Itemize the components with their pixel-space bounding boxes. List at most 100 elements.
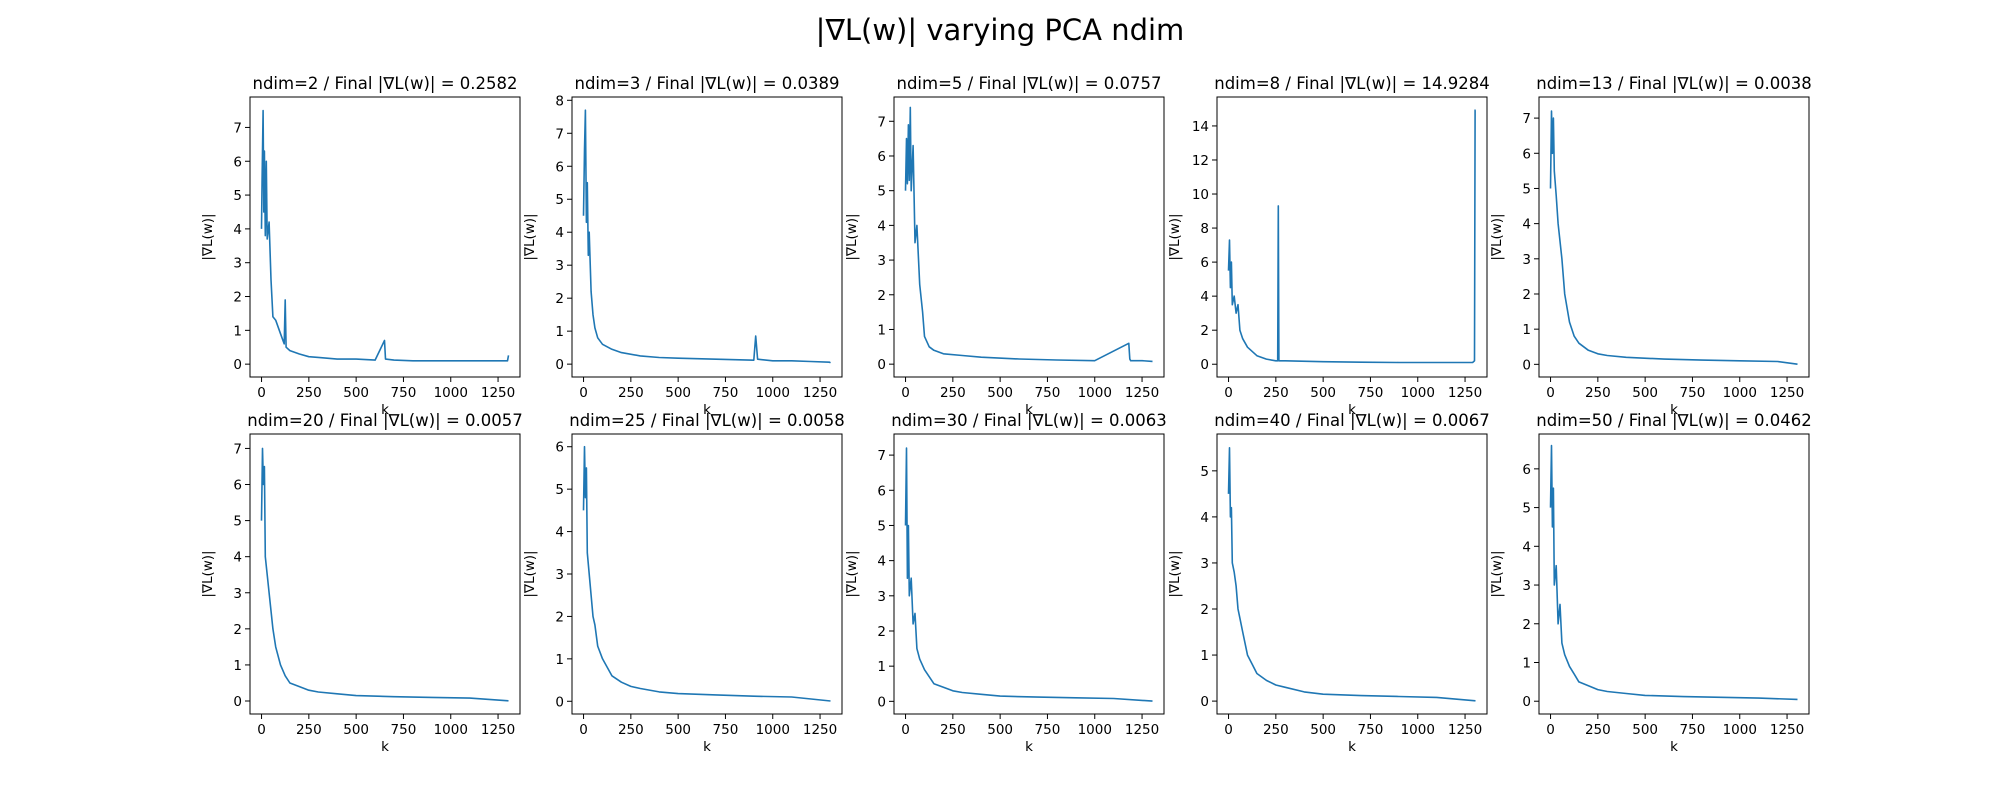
x-tick-label: 1000 bbox=[1401, 385, 1435, 401]
subplot-panel-9: 0 250 500 750 1000 1250 0 1 2 3 4 5 ndim=40 / Final … bbox=[1167, 411, 1490, 755]
y-tick-label: 6 bbox=[555, 440, 564, 456]
y-tick-label: 6 bbox=[877, 483, 886, 499]
x-tick-label: 750 bbox=[713, 385, 739, 401]
y-tick-label: 10 bbox=[1192, 187, 1209, 203]
x-tick-label: 500 bbox=[987, 385, 1013, 401]
x-axis-label: k bbox=[1025, 739, 1033, 755]
x-tick-label: 250 bbox=[940, 385, 966, 401]
x-tick-label: 250 bbox=[940, 722, 966, 738]
series-line bbox=[904, 106, 1153, 363]
series-line bbox=[1227, 109, 1476, 364]
x-tick-label: 1250 bbox=[481, 385, 515, 401]
subplot-title: ndim=50 / Final |∇L(w)| = 0.0462 bbox=[1536, 411, 1812, 430]
y-tick-label: 4 bbox=[233, 550, 242, 566]
y-tick-label: 5 bbox=[233, 514, 242, 530]
y-tick-label: 5 bbox=[877, 184, 886, 200]
x-tick-label: 0 bbox=[579, 385, 588, 401]
x-tick-label: 750 bbox=[391, 722, 417, 738]
x-tick-label: 0 bbox=[1546, 722, 1555, 738]
series-line bbox=[582, 109, 831, 364]
x-tick-label: 1000 bbox=[756, 722, 790, 738]
x-tick-label: 250 bbox=[1585, 385, 1611, 401]
y-tick-label: 0 bbox=[555, 357, 564, 373]
x-tick-label: 0 bbox=[1546, 385, 1555, 401]
y-tick-label: 3 bbox=[1522, 578, 1531, 594]
subplot-panel-5: 0 250 500 750 1000 1250 0 1 2 3 4 5 6 7 ndim=13 / Fina… bbox=[1489, 74, 1812, 418]
axes-frame bbox=[249, 96, 521, 378]
series-line bbox=[260, 447, 509, 702]
y-tick-label: 8 bbox=[1200, 221, 1209, 237]
series-line bbox=[904, 447, 1153, 702]
y-tick-label: 2 bbox=[877, 624, 886, 640]
y-tick-label: 6 bbox=[233, 154, 242, 170]
x-tick-label: 750 bbox=[391, 385, 417, 401]
subplot-title: ndim=30 / Final |∇L(w)| = 0.0063 bbox=[891, 411, 1167, 430]
x-tick-label: 500 bbox=[343, 385, 369, 401]
subplot-title: ndim=25 / Final |∇L(w)| = 0.0058 bbox=[569, 411, 845, 430]
x-tick-label: 750 bbox=[1358, 385, 1384, 401]
y-tick-label: 7 bbox=[233, 120, 242, 136]
y-tick-label: 4 bbox=[555, 525, 564, 541]
x-axis-label: k bbox=[1348, 402, 1356, 418]
x-tick-label: 1250 bbox=[1770, 722, 1804, 738]
y-tick-label: 3 bbox=[233, 586, 242, 602]
x-axis-label: k bbox=[1025, 402, 1033, 418]
series-line bbox=[1227, 446, 1476, 702]
y-tick-label: 0 bbox=[877, 694, 886, 710]
x-tick-label: 1250 bbox=[803, 385, 837, 401]
y-tick-label: 2 bbox=[1200, 602, 1209, 618]
y-tick-label: 6 bbox=[1522, 462, 1531, 478]
x-tick-label: 1250 bbox=[1448, 722, 1482, 738]
subplot-panel-2: 0 250 500 750 1000 1250 0 1 2 3 4 5 6 7 8 ndim=3 / Fina… bbox=[522, 74, 843, 418]
axes-frame bbox=[1538, 433, 1810, 715]
x-tick-label: 0 bbox=[257, 722, 266, 738]
y-tick-label: 6 bbox=[555, 159, 564, 175]
x-tick-label: 750 bbox=[1035, 385, 1061, 401]
y-tick-label: 1 bbox=[1200, 648, 1209, 664]
subplot-panel-3: 0 250 500 750 1000 1250 0 1 2 3 4 5 6 7 ndim=5 / Final… bbox=[844, 74, 1165, 418]
y-tick-label: 4 bbox=[877, 218, 886, 234]
subplot-title: ndim=5 / Final |∇L(w)| = 0.0757 bbox=[897, 74, 1162, 93]
x-tick-label: 250 bbox=[1263, 385, 1289, 401]
y-tick-label: 5 bbox=[555, 482, 564, 498]
x-tick-label: 500 bbox=[1310, 385, 1336, 401]
y-tick-label: 4 bbox=[1200, 289, 1209, 305]
x-tick-label: 500 bbox=[1632, 722, 1658, 738]
y-tick-label: 5 bbox=[233, 188, 242, 204]
y-tick-label: 1 bbox=[233, 323, 242, 339]
y-tick-label: 2 bbox=[1200, 323, 1209, 339]
x-tick-label: 1000 bbox=[434, 385, 468, 401]
series-line bbox=[582, 445, 831, 702]
y-tick-label: 1 bbox=[877, 322, 886, 338]
y-tick-label: 3 bbox=[233, 256, 242, 272]
y-tick-label: 2 bbox=[555, 291, 564, 307]
x-tick-label: 250 bbox=[1585, 722, 1611, 738]
x-tick-label: 500 bbox=[1632, 385, 1658, 401]
y-tick-label: 4 bbox=[877, 554, 886, 570]
x-axis-label: k bbox=[1348, 739, 1356, 755]
y-tick-label: 8 bbox=[555, 93, 564, 109]
x-tick-label: 250 bbox=[296, 722, 322, 738]
axes-frame bbox=[1216, 433, 1488, 715]
subplot-title: ndim=2 / Final |∇L(w)| = 0.2582 bbox=[253, 74, 518, 93]
y-tick-label: 5 bbox=[1522, 501, 1531, 517]
x-axis-label: k bbox=[381, 402, 389, 418]
y-axis-label: |∇L(w)| bbox=[844, 550, 860, 597]
axes-frame bbox=[893, 96, 1165, 378]
y-tick-label: 6 bbox=[1200, 255, 1209, 271]
x-tick-label: 1250 bbox=[1125, 385, 1159, 401]
x-tick-label: 500 bbox=[665, 722, 691, 738]
x-tick-label: 1000 bbox=[1723, 385, 1757, 401]
y-axis-label: |∇L(w)| bbox=[522, 550, 538, 597]
x-tick-label: 1250 bbox=[1448, 385, 1482, 401]
y-tick-label: 5 bbox=[877, 518, 886, 534]
series-line bbox=[260, 109, 510, 362]
x-axis-label: k bbox=[703, 739, 711, 755]
y-tick-label: 1 bbox=[555, 324, 564, 340]
y-tick-label: 3 bbox=[555, 258, 564, 274]
x-tick-label: 750 bbox=[713, 722, 739, 738]
y-axis-label: |∇L(w)| bbox=[200, 213, 216, 260]
x-tick-label: 0 bbox=[901, 385, 910, 401]
axes-frame bbox=[1216, 96, 1488, 378]
